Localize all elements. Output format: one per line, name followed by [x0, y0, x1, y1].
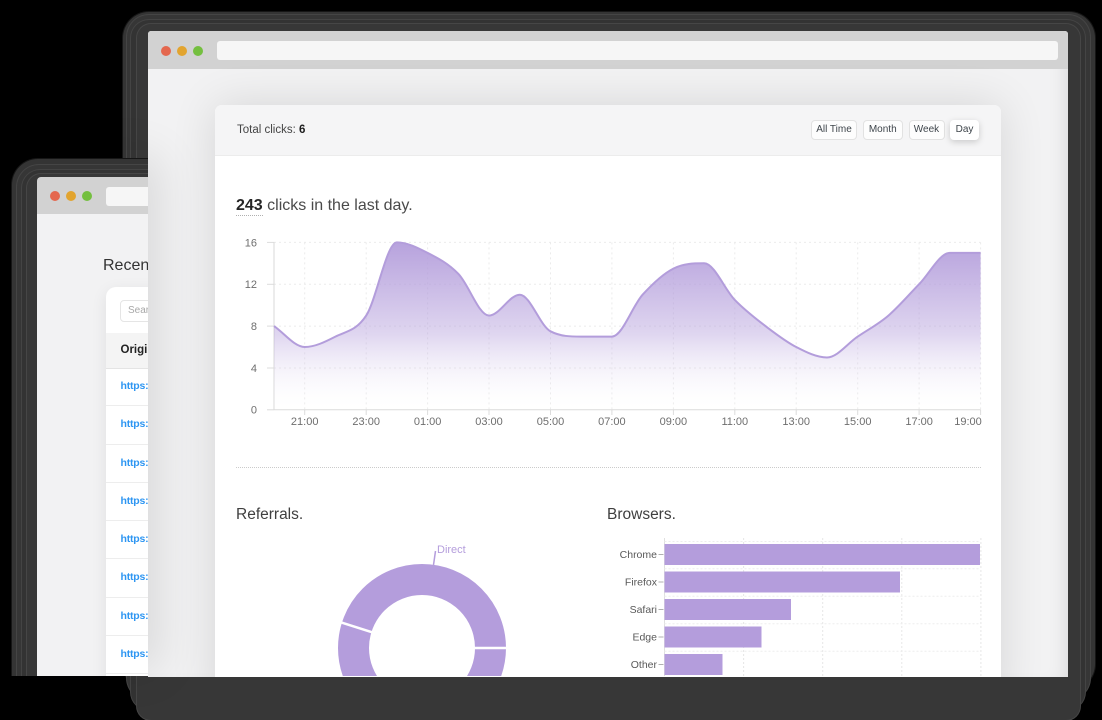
svg-text:0: 0 — [251, 405, 257, 417]
svg-text:12: 12 — [245, 279, 257, 291]
svg-text:07:00: 07:00 — [598, 416, 626, 428]
svg-text:13:00: 13:00 — [782, 416, 810, 428]
svg-text:01:00: 01:00 — [414, 416, 442, 428]
svg-text:09:00: 09:00 — [660, 416, 688, 428]
svg-text:11:00: 11:00 — [721, 416, 748, 428]
svg-text:05:00: 05:00 — [537, 416, 565, 428]
svg-text:8: 8 — [251, 321, 257, 333]
svg-text:15:00: 15:00 — [844, 416, 872, 428]
svg-text:Firefox: Firefox — [625, 577, 658, 589]
svg-text:21:00: 21:00 — [291, 416, 319, 428]
svg-text:19:00: 19:00 — [954, 416, 982, 428]
svg-text:03:00: 03:00 — [475, 416, 503, 428]
svg-text:Direct: Direct — [437, 544, 466, 556]
svg-text:Edge: Edge — [632, 632, 657, 644]
svg-text:4: 4 — [251, 363, 257, 375]
svg-text:23:00: 23:00 — [352, 416, 380, 428]
svg-text:Safari: Safari — [630, 604, 657, 616]
svg-text:Other: Other — [631, 659, 658, 671]
svg-text:17:00: 17:00 — [905, 416, 933, 428]
svg-text:16: 16 — [245, 237, 257, 249]
svg-text:Chrome: Chrome — [620, 549, 658, 561]
